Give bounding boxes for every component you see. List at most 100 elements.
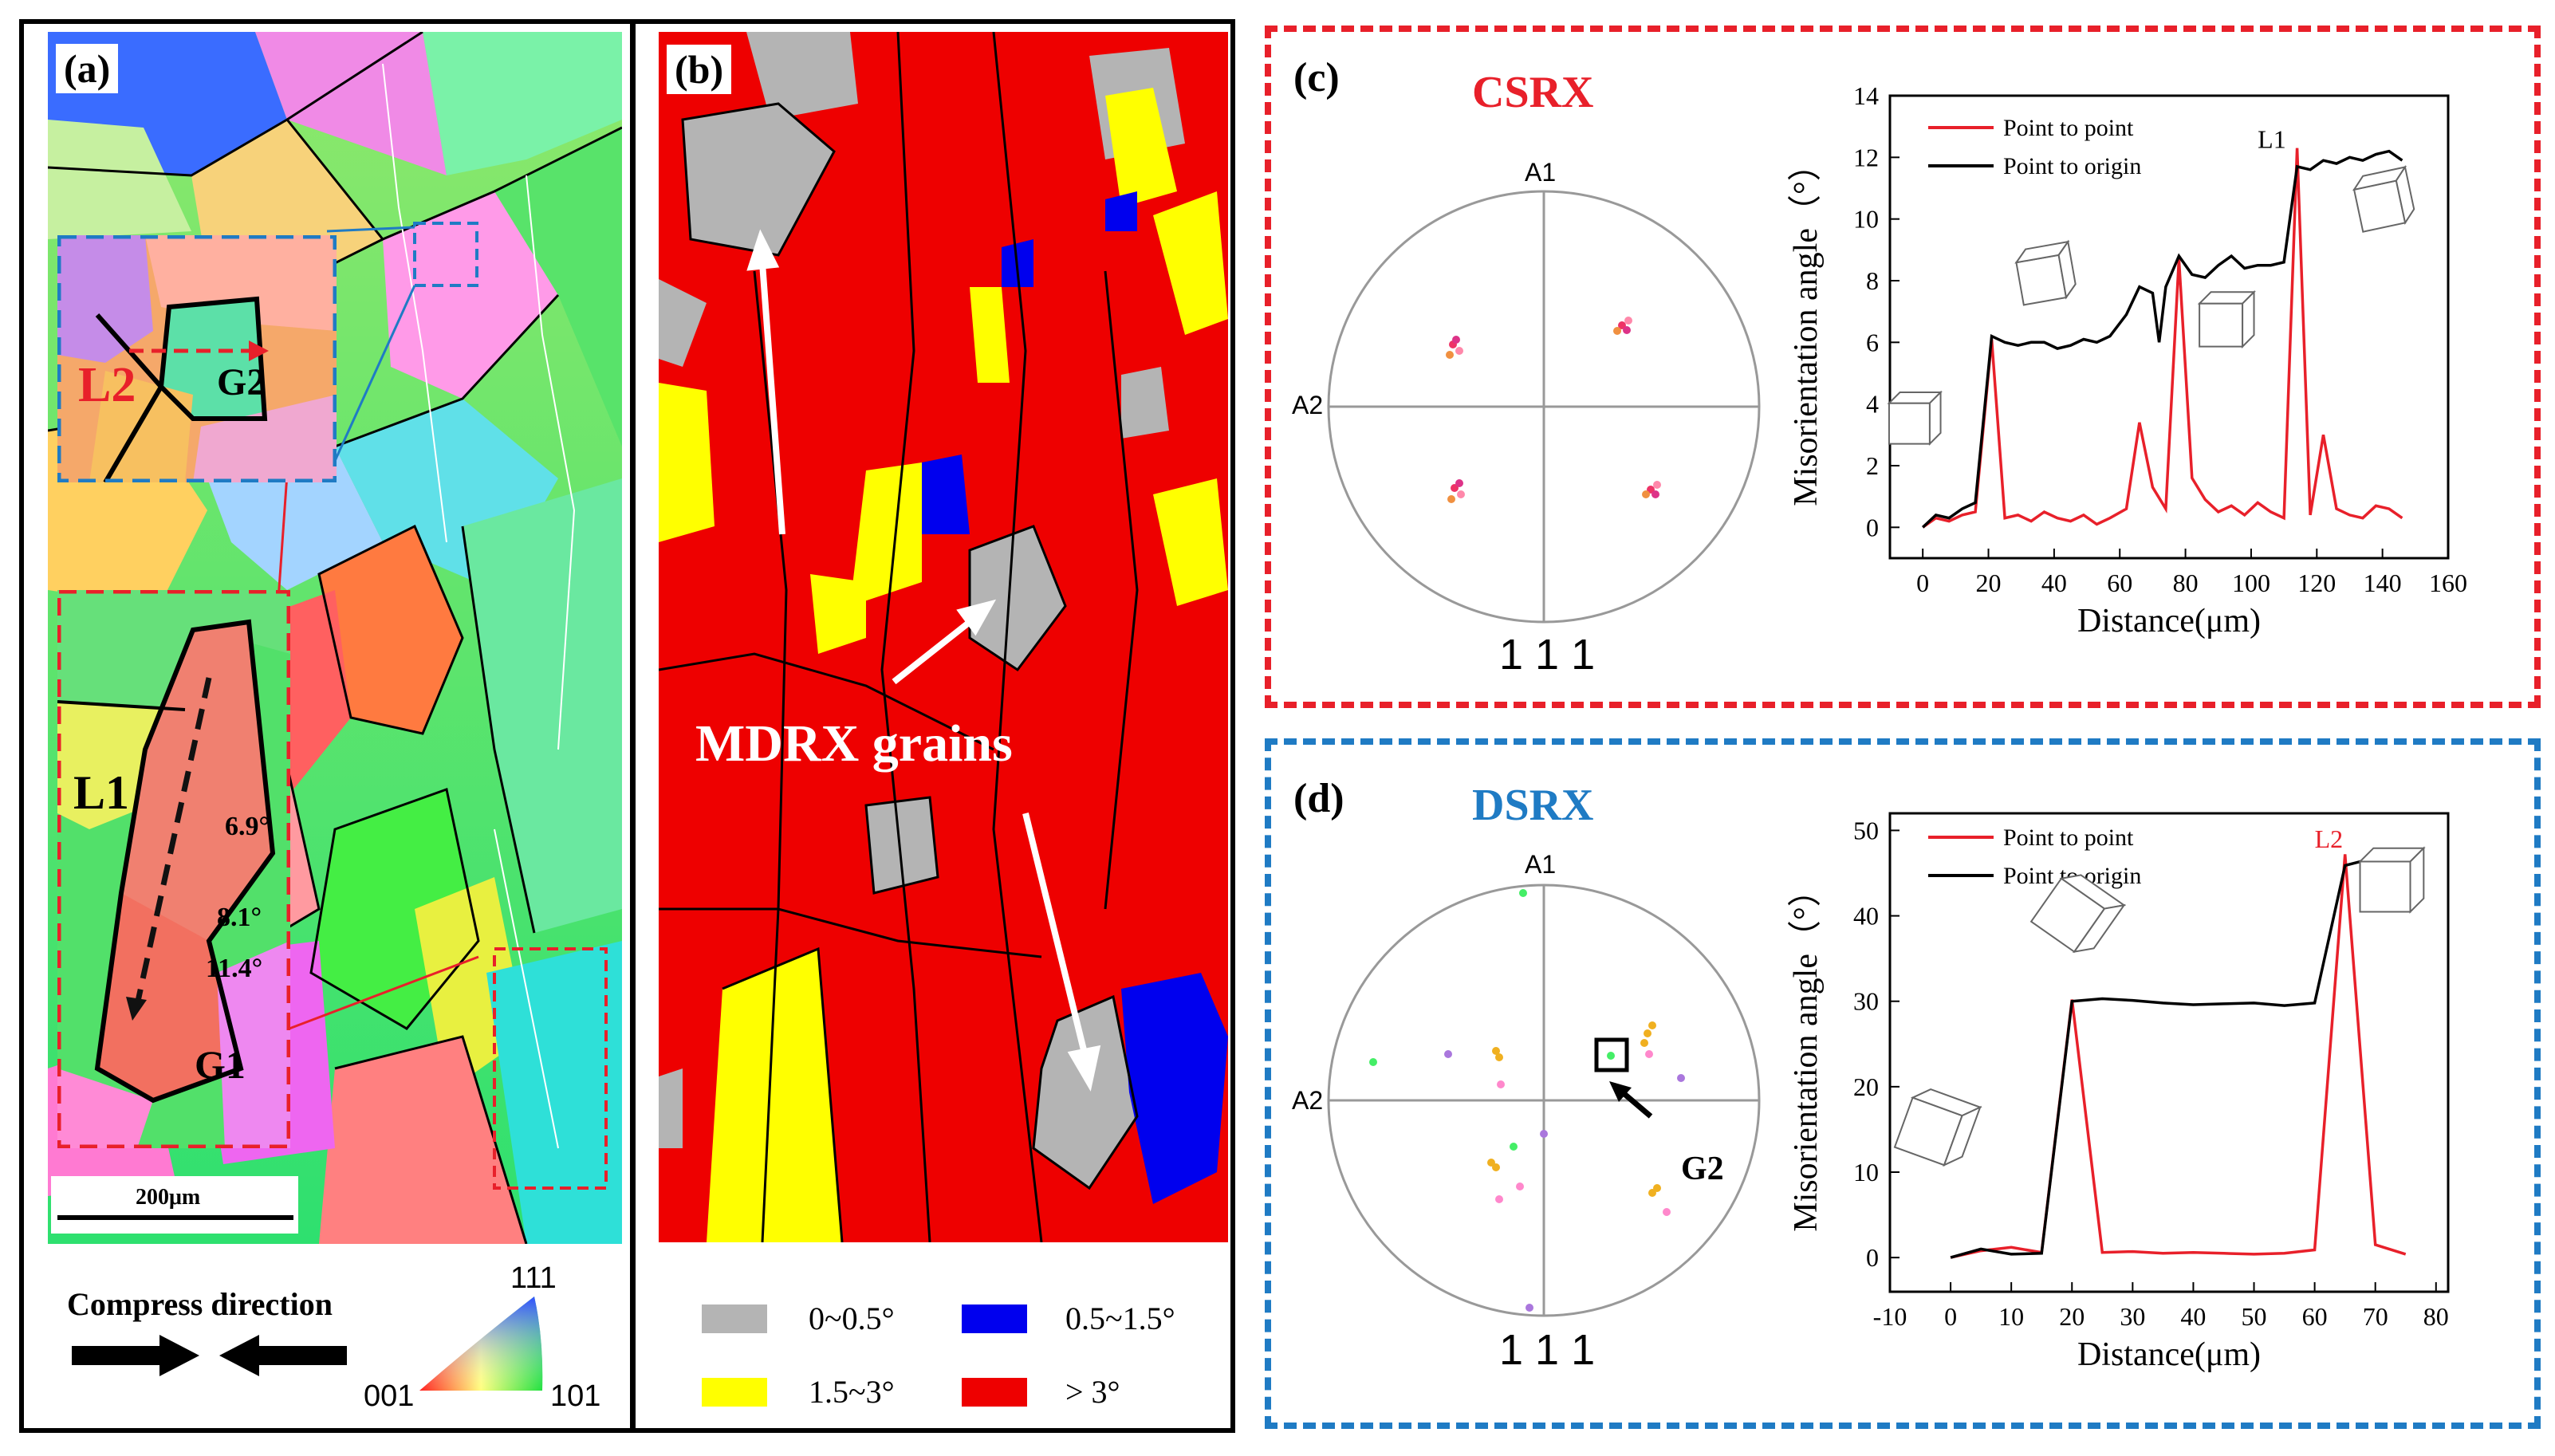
angle-label-2: 8.1° — [217, 903, 262, 932]
y-tick-label: 40 — [1853, 902, 1879, 931]
x-tick-label: 160 — [2429, 569, 2467, 597]
ipf-corner-111: 111 — [510, 1261, 557, 1295]
y-axis-label: Misorientation angle（°） — [1788, 873, 1825, 1232]
x-tick-label: 120 — [2297, 569, 2336, 597]
y-tick-label: 20 — [1853, 1072, 1879, 1101]
inset-g1-magnified — [57, 590, 290, 1148]
plot-frame — [1888, 812, 2450, 1293]
panel-c-frame — [1265, 26, 2541, 708]
orientation-cube-icon — [1887, 390, 1943, 447]
x-tick-label: 40 — [2180, 1302, 2206, 1331]
ipf-color-key-triangle — [419, 1297, 543, 1391]
x-tick-label: 80 — [2173, 569, 2199, 597]
pole-d-axis-a1: A1 — [1525, 850, 1557, 879]
scale-bar-box — [51, 1176, 298, 1234]
inset-grain-label-g2: G2 — [217, 361, 266, 403]
angle-label-3: 11.4° — [206, 954, 263, 983]
legend-entry: Point to point — [2003, 824, 2134, 851]
panel-d-frame — [1265, 738, 2541, 1429]
y-tick-label: 0 — [1866, 1243, 1879, 1272]
legend-entry: Point to point — [2003, 115, 2134, 141]
y-tick-label: 4 — [1866, 390, 1879, 419]
y-tick-label: 2 — [1866, 451, 1879, 480]
legend-swatch-grey — [702, 1304, 767, 1333]
x-tick-label: 20 — [2059, 1302, 2085, 1331]
kam-boundary-map — [659, 32, 1228, 1242]
y-tick-label: 30 — [1853, 987, 1879, 1016]
orientation-cube-icon — [2197, 289, 2256, 349]
compress-direction-label: Compress direction — [67, 1286, 333, 1322]
panel-label-d: (d) — [1293, 776, 1344, 821]
line-annotation: L1 — [2258, 125, 2286, 154]
pole-c-index: 1 1 1 — [1499, 631, 1596, 679]
pole-c-axis-a1: A1 — [1525, 158, 1557, 187]
plot-frame — [1888, 94, 2450, 560]
panel-label-b: (b) — [667, 45, 732, 94]
series-line-point-to-point — [1950, 854, 2407, 1259]
panel-label-c: (c) — [1293, 55, 1340, 100]
x-tick-label: 60 — [2107, 569, 2132, 597]
y-tick-label: 6 — [1866, 328, 1879, 356]
ipf-corner-001: 001 — [364, 1379, 415, 1413]
x-tick-label: 10 — [1998, 1302, 2024, 1331]
legend-swatch-blue — [962, 1304, 1027, 1333]
x-tick-label: 70 — [2363, 1302, 2388, 1331]
pole-d-axis-a2: A2 — [1292, 1086, 1324, 1115]
x-tick-label: 80 — [2423, 1302, 2449, 1331]
x-tick-label: 20 — [1976, 569, 2002, 597]
panel-c-title: CSRX — [1472, 68, 1594, 117]
mdrx-arrows — [746, 229, 1101, 1092]
line-annotation: L2 — [2315, 824, 2344, 853]
legend-swatch-red — [962, 1378, 1027, 1407]
orientation-cube-icon — [1893, 1088, 1982, 1167]
ipf-corner-101: 101 — [550, 1379, 601, 1413]
series-line-point-to-origin — [1922, 149, 2403, 529]
orientation-cube-icon — [2029, 874, 2127, 954]
x-tick-label: 30 — [2120, 1302, 2145, 1331]
angle-label-1: 6.9° — [225, 812, 270, 841]
y-tick-label: 0 — [1866, 513, 1879, 541]
inset-line-label-l2: L2 — [78, 358, 136, 412]
y-tick-label: 50 — [1853, 816, 1879, 844]
panel-label-a: (a) — [56, 44, 119, 93]
y-tick-label: 8 — [1866, 266, 1879, 295]
legend-swatch-yellow — [702, 1378, 767, 1407]
kam-legend: 0~0.5° 0.5~1.5° 1.5~3° > 3° — [702, 1300, 1220, 1419]
x-tick-label: 0 — [1944, 1302, 1957, 1331]
y-tick-label: 10 — [1853, 205, 1879, 234]
pole-c-axis-a2: A2 — [1292, 391, 1324, 419]
legend-entry: Point to origin — [2003, 153, 2141, 179]
panels-ab-divider — [630, 19, 636, 1433]
orientation-cube-icon — [2352, 164, 2415, 233]
pole-d-index: 1 1 1 — [1499, 1326, 1596, 1374]
pole-d-grain-label: G2 — [1681, 1151, 1724, 1187]
misorientation-chart-l2: -10 0 10 20 30 40 50 60 70 80 0 10 20 30 40 50 Distance(… — [1788, 812, 2450, 1373]
legend-label-yellow: 1.5~3° — [809, 1374, 895, 1410]
inset-g2-magnified — [57, 235, 337, 482]
panel-d-title: DSRX — [1472, 781, 1594, 830]
y-tick-label: 12 — [1853, 143, 1879, 171]
y-tick-label: 14 — [1853, 81, 1879, 110]
orientation-cube-icon — [2358, 846, 2426, 914]
x-tick-label: 140 — [2364, 569, 2402, 597]
scale-bar-line — [57, 1215, 293, 1220]
mdrx-grains-label: MDRX grains — [695, 714, 1013, 773]
misorientation-chart-l1: 0 20 40 60 80 100 120 140 160 0 2 4 6 8 10 12 14 Distance… — [1788, 81, 2467, 639]
x-tick-label: -10 — [1873, 1302, 1907, 1331]
x-axis-label: Distance(μm) — [2077, 603, 2261, 639]
x-tick-label: 40 — [2041, 569, 2067, 597]
inset-line-label-l1: L1 — [73, 766, 130, 819]
y-tick-label: 10 — [1853, 1158, 1879, 1186]
pole-figure-d — [1327, 883, 1761, 1317]
legend-label-blue: 0.5~1.5° — [1065, 1301, 1175, 1336]
x-tick-label: 50 — [2242, 1302, 2267, 1331]
pole-figure-c — [1327, 190, 1761, 624]
x-tick-label: 0 — [1916, 569, 1929, 597]
orientation-cube-icon — [2014, 239, 2077, 306]
y-axis-label: Misorientation angle（°） — [1788, 148, 1825, 506]
inset-grain-label-g1: G1 — [195, 1042, 246, 1087]
series-line-point-to-origin — [1950, 854, 2406, 1259]
panels-ab-frame — [19, 19, 1235, 1433]
x-tick-label: 100 — [2232, 569, 2270, 597]
legend-label-grey: 0~0.5° — [809, 1301, 895, 1336]
